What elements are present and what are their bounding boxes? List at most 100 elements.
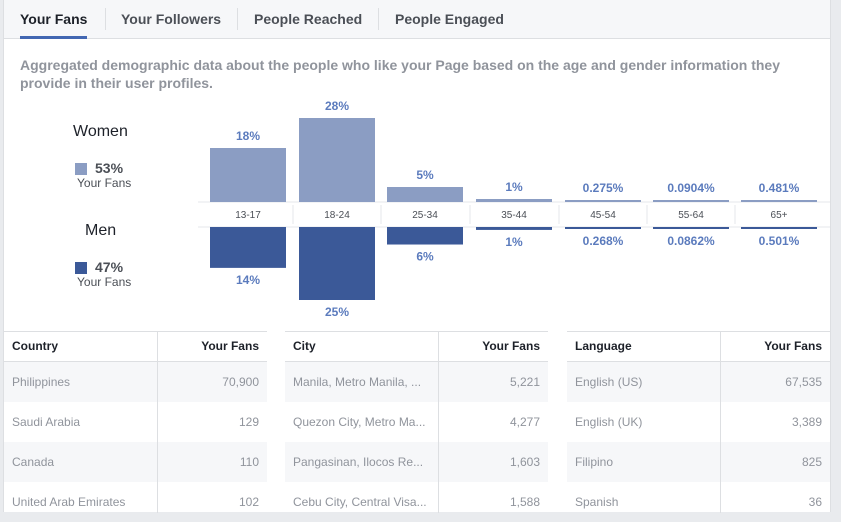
women-bar-45-54 [565,200,641,202]
table-header: City Your Fans [285,332,548,362]
legend-women-pct: 53% [95,160,124,176]
age-gender-chart: 18% 14% 13-17 28% 25% 18-24 5% 6% 25-34 1% 1% 35-44… [198,99,830,319]
column-divider [157,332,158,513]
header-country[interactable]: Country [12,339,58,353]
women-bar-35-44 [476,199,552,202]
age-tick-13-17: 13-17 [235,210,261,221]
tab-divider [378,8,379,30]
demographic-tables: Country Your Fans Philippines 70,900 Saudi A… [4,331,830,513]
men-swatch [75,262,87,274]
row-label: Saudi Arabia [12,415,81,429]
tab-bar: Your Fans Your Followers People Reached … [4,0,830,39]
men-bar-18-24 [299,227,375,300]
men-bar-13-17 [210,227,286,268]
country-table: Country Your Fans Philippines 70,900 Saudi A… [4,331,267,513]
row-value: 110 [239,455,259,469]
row-label: Manila, Metro Manila, ... [293,375,422,389]
women-bar-13-17 [210,148,286,202]
tab-your-followers[interactable]: Your Followers [121,11,222,27]
legend-men-pct: 47% [95,259,124,275]
table-row: Manila, Metro Manila, ... 5,221 [285,362,548,402]
women-label-45-54: 0.275% [583,181,624,195]
age-tick-25-34: 25-34 [412,210,438,221]
men-bar-65+ [741,227,817,229]
header-city[interactable]: City [293,339,316,353]
women-bar-25-34 [387,187,463,202]
row-value: 1,603 [509,455,540,469]
women-bar-65+ [741,200,817,202]
axis-band [198,202,830,227]
header-your-fans[interactable]: Your Fans [764,339,822,353]
men-label-65+: 0.501% [759,234,800,248]
row-value: 5,221 [509,375,540,389]
row-value: 129 [238,415,259,429]
age-tick-45-54: 45-54 [590,210,616,221]
men-label-13-17: 14% [236,273,260,287]
row-label: English (US) [575,375,643,389]
men-label-25-34: 6% [416,250,434,264]
header-your-fans[interactable]: Your Fans [482,339,540,353]
header-your-fans[interactable]: Your Fans [201,339,259,353]
men-bar-25-34 [387,227,463,245]
row-value: 70,900 [222,375,259,389]
women-label-35-44: 1% [505,180,523,194]
women-label-65+: 0.481% [759,181,800,195]
women-label-55-64: 0.0904% [667,181,715,195]
tab-people-reached[interactable]: People Reached [254,11,363,27]
row-label: Pangasinan, Ilocos Re... [293,455,424,469]
row-label: Filipino [575,455,614,469]
table-row: English (UK) 3,389 [567,402,830,442]
column-divider [438,332,439,513]
table-header: Language Your Fans [567,332,830,362]
row-label: English (UK) [575,415,643,429]
header-language[interactable]: Language [575,339,632,353]
table-row: Pangasinan, Ilocos Re... 1,603 [285,442,548,482]
row-value: 1,588 [509,495,540,509]
row-value: 4,277 [509,415,540,429]
tab-your-fans[interactable]: Your Fans [20,0,88,39]
men-bar-35-44 [476,227,552,230]
legend-women-sub: Your Fans [77,176,132,190]
legend-men-sub: Your Fans [77,275,132,289]
row-value: 825 [801,455,822,469]
legend-women-title: Women [73,123,128,140]
row-label: Cebu City, Central Visa... [293,495,427,509]
men-label-35-44: 1% [505,235,523,249]
table-row: Cebu City, Central Visa... 1,588 [285,482,548,522]
tab-divider [237,8,238,30]
men-label-18-24: 25% [325,305,349,319]
insights-panel: Your Fans Your Followers People Reached … [3,0,831,513]
age-tick-55-64: 55-64 [678,210,704,221]
women-label-18-24: 28% [325,99,349,113]
table-row: Quezon City, Metro Ma... 4,277 [285,402,548,442]
table-row: Saudi Arabia 129 [4,402,267,442]
men-label-55-64: 0.0862% [667,234,715,248]
table-row: Filipino 825 [567,442,830,482]
table-row: Philippines 70,900 [4,362,267,402]
men-bar-55-64 [653,227,729,229]
table-row: Canada 110 [4,442,267,482]
table-header: Country Your Fans [4,332,267,362]
column-divider [720,332,721,513]
age-tick-35-44: 35-44 [501,210,527,221]
row-value: 36 [808,495,822,509]
table-row: United Arab Emirates 102 [4,482,267,522]
tab-people-engaged[interactable]: People Engaged [395,11,504,27]
table-row: English (US) 67,535 [567,362,830,402]
row-value: 3,389 [791,415,822,429]
row-label: Philippines [12,375,71,389]
women-swatch [75,163,87,175]
legend-men-title: Men [85,222,117,239]
age-tick-18-24: 18-24 [324,210,350,221]
row-value: 67,535 [785,375,822,389]
tab-divider [105,8,106,30]
language-table: Language Your Fans English (US) 67,535 Engli… [567,331,830,513]
table-gap [267,331,285,512]
row-label: Quezon City, Metro Ma... [293,415,426,429]
women-label-13-17: 18% [236,129,260,143]
women-bar-55-64 [653,200,729,202]
women-label-25-34: 5% [416,168,434,182]
women-bar-18-24 [299,118,375,202]
age-tick-65+: 65+ [771,210,788,221]
table-row: Spanish 36 [567,482,830,522]
